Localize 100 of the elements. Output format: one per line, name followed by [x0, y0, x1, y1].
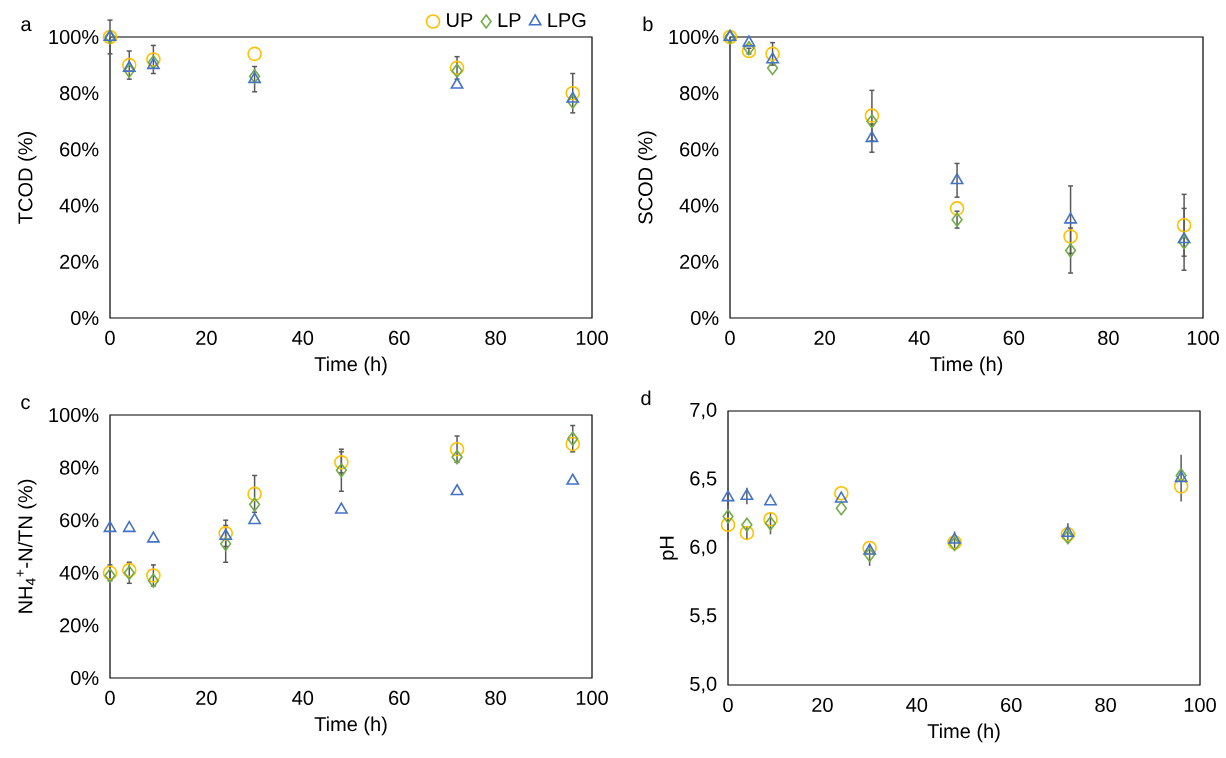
point — [764, 516, 777, 531]
point — [220, 536, 232, 552]
y-tick-label: 40% — [679, 198, 719, 213]
y-tick-label: 40% — [59, 198, 99, 213]
point — [566, 473, 580, 485]
point — [764, 494, 777, 506]
y-axis-title: NH$_{4}$$^{+}$-N/TN (%) — [16, 479, 37, 613]
point — [1064, 243, 1077, 258]
x-tick-label: 100 — [1187, 330, 1219, 346]
point — [741, 517, 753, 533]
chart-title: c — [21, 398, 30, 410]
y-tick-label: 20% — [680, 254, 719, 269]
x-tick-label: 0 — [105, 690, 115, 706]
x-tick-label: 20 — [196, 690, 217, 706]
point — [865, 130, 879, 143]
point — [248, 497, 261, 512]
point — [334, 455, 349, 470]
point — [334, 502, 348, 514]
legend-label: UP — [447, 13, 473, 28]
point — [740, 488, 754, 500]
x-tick-label: 80 — [485, 690, 506, 706]
point — [833, 485, 849, 501]
chart-title: b — [643, 16, 653, 32]
point — [863, 547, 876, 563]
point — [147, 573, 160, 588]
point — [450, 77, 464, 89]
point — [766, 60, 779, 76]
x-tick-label: 20 — [814, 330, 835, 346]
point — [948, 532, 961, 544]
x-tick-label: 60 — [389, 330, 410, 346]
x-tick-label: 100 — [1184, 697, 1216, 713]
point — [1177, 232, 1191, 244]
point — [247, 486, 262, 502]
y-tick-label: 40% — [59, 565, 99, 580]
point — [567, 431, 579, 446]
x-tick-label: 80 — [485, 330, 506, 346]
point — [103, 520, 117, 533]
y-tick-label: 100% — [669, 29, 719, 45]
y-tick-label: 7,0 — [690, 402, 717, 420]
y-tick-label: 100% — [49, 407, 99, 423]
x-tick-label: 60 — [1001, 697, 1022, 713]
y-tick-label: 60% — [60, 513, 99, 528]
y-tick-label: 60% — [680, 142, 719, 157]
x-tick-label: 0 — [723, 697, 733, 713]
x-axis-title: Time (h) — [930, 356, 1003, 376]
x-tick-label: 80 — [1095, 697, 1116, 713]
x-axis-title: Time (h) — [314, 716, 387, 736]
y-tick-label: 20% — [60, 254, 99, 269]
y-tick-label: 5,5 — [690, 608, 717, 625]
point — [146, 531, 160, 543]
point — [335, 462, 348, 478]
x-tick-label: 40 — [292, 690, 314, 706]
point — [1063, 229, 1078, 244]
y-tick-label: 0% — [71, 670, 99, 686]
y-tick-label: 80% — [59, 460, 99, 475]
point — [720, 517, 736, 533]
x-tick-label: 0 — [105, 330, 115, 346]
point — [739, 525, 755, 541]
point — [950, 173, 964, 185]
point — [742, 35, 756, 47]
y-tick-label: 6,5 — [690, 471, 717, 488]
x-tick-label: 40 — [292, 330, 314, 346]
x-axis-title: Time (h) — [927, 723, 1000, 743]
point — [123, 63, 135, 79]
point — [122, 520, 136, 533]
x-tick-label: 20 — [812, 697, 833, 713]
point — [565, 85, 581, 101]
y-tick-label: 0% — [71, 310, 99, 326]
point — [765, 46, 780, 62]
point — [1061, 525, 1075, 537]
point — [1064, 212, 1077, 224]
x-tick-label: 40 — [908, 330, 930, 346]
y-axis-title: pH — [659, 536, 678, 560]
point — [834, 491, 848, 503]
point — [722, 509, 734, 524]
y-tick-label: 20% — [60, 618, 99, 633]
point — [1176, 217, 1192, 233]
y-tick-label: 80% — [679, 86, 719, 101]
y-tick-label: 6,0 — [690, 539, 717, 557]
chart-title: d — [641, 390, 651, 406]
x-tick-label: 100 — [576, 330, 608, 346]
point — [450, 483, 464, 496]
point — [721, 490, 735, 502]
x-tick-label: 40 — [906, 697, 928, 713]
point — [864, 108, 880, 123]
x-tick-label: 100 — [576, 690, 608, 706]
y-tick-label: 60% — [60, 142, 99, 157]
x-tick-label: 60 — [389, 690, 410, 706]
point — [1178, 234, 1190, 250]
point — [949, 201, 965, 216]
point — [248, 512, 262, 525]
point — [766, 52, 780, 64]
point — [247, 46, 262, 62]
y-tick-label: 5,0 — [690, 676, 717, 694]
legend-label: LPG — [548, 13, 586, 28]
x-tick-label: 0 — [725, 330, 735, 346]
point — [1173, 479, 1189, 494]
point — [565, 436, 581, 452]
point — [566, 91, 580, 103]
point — [835, 500, 847, 516]
